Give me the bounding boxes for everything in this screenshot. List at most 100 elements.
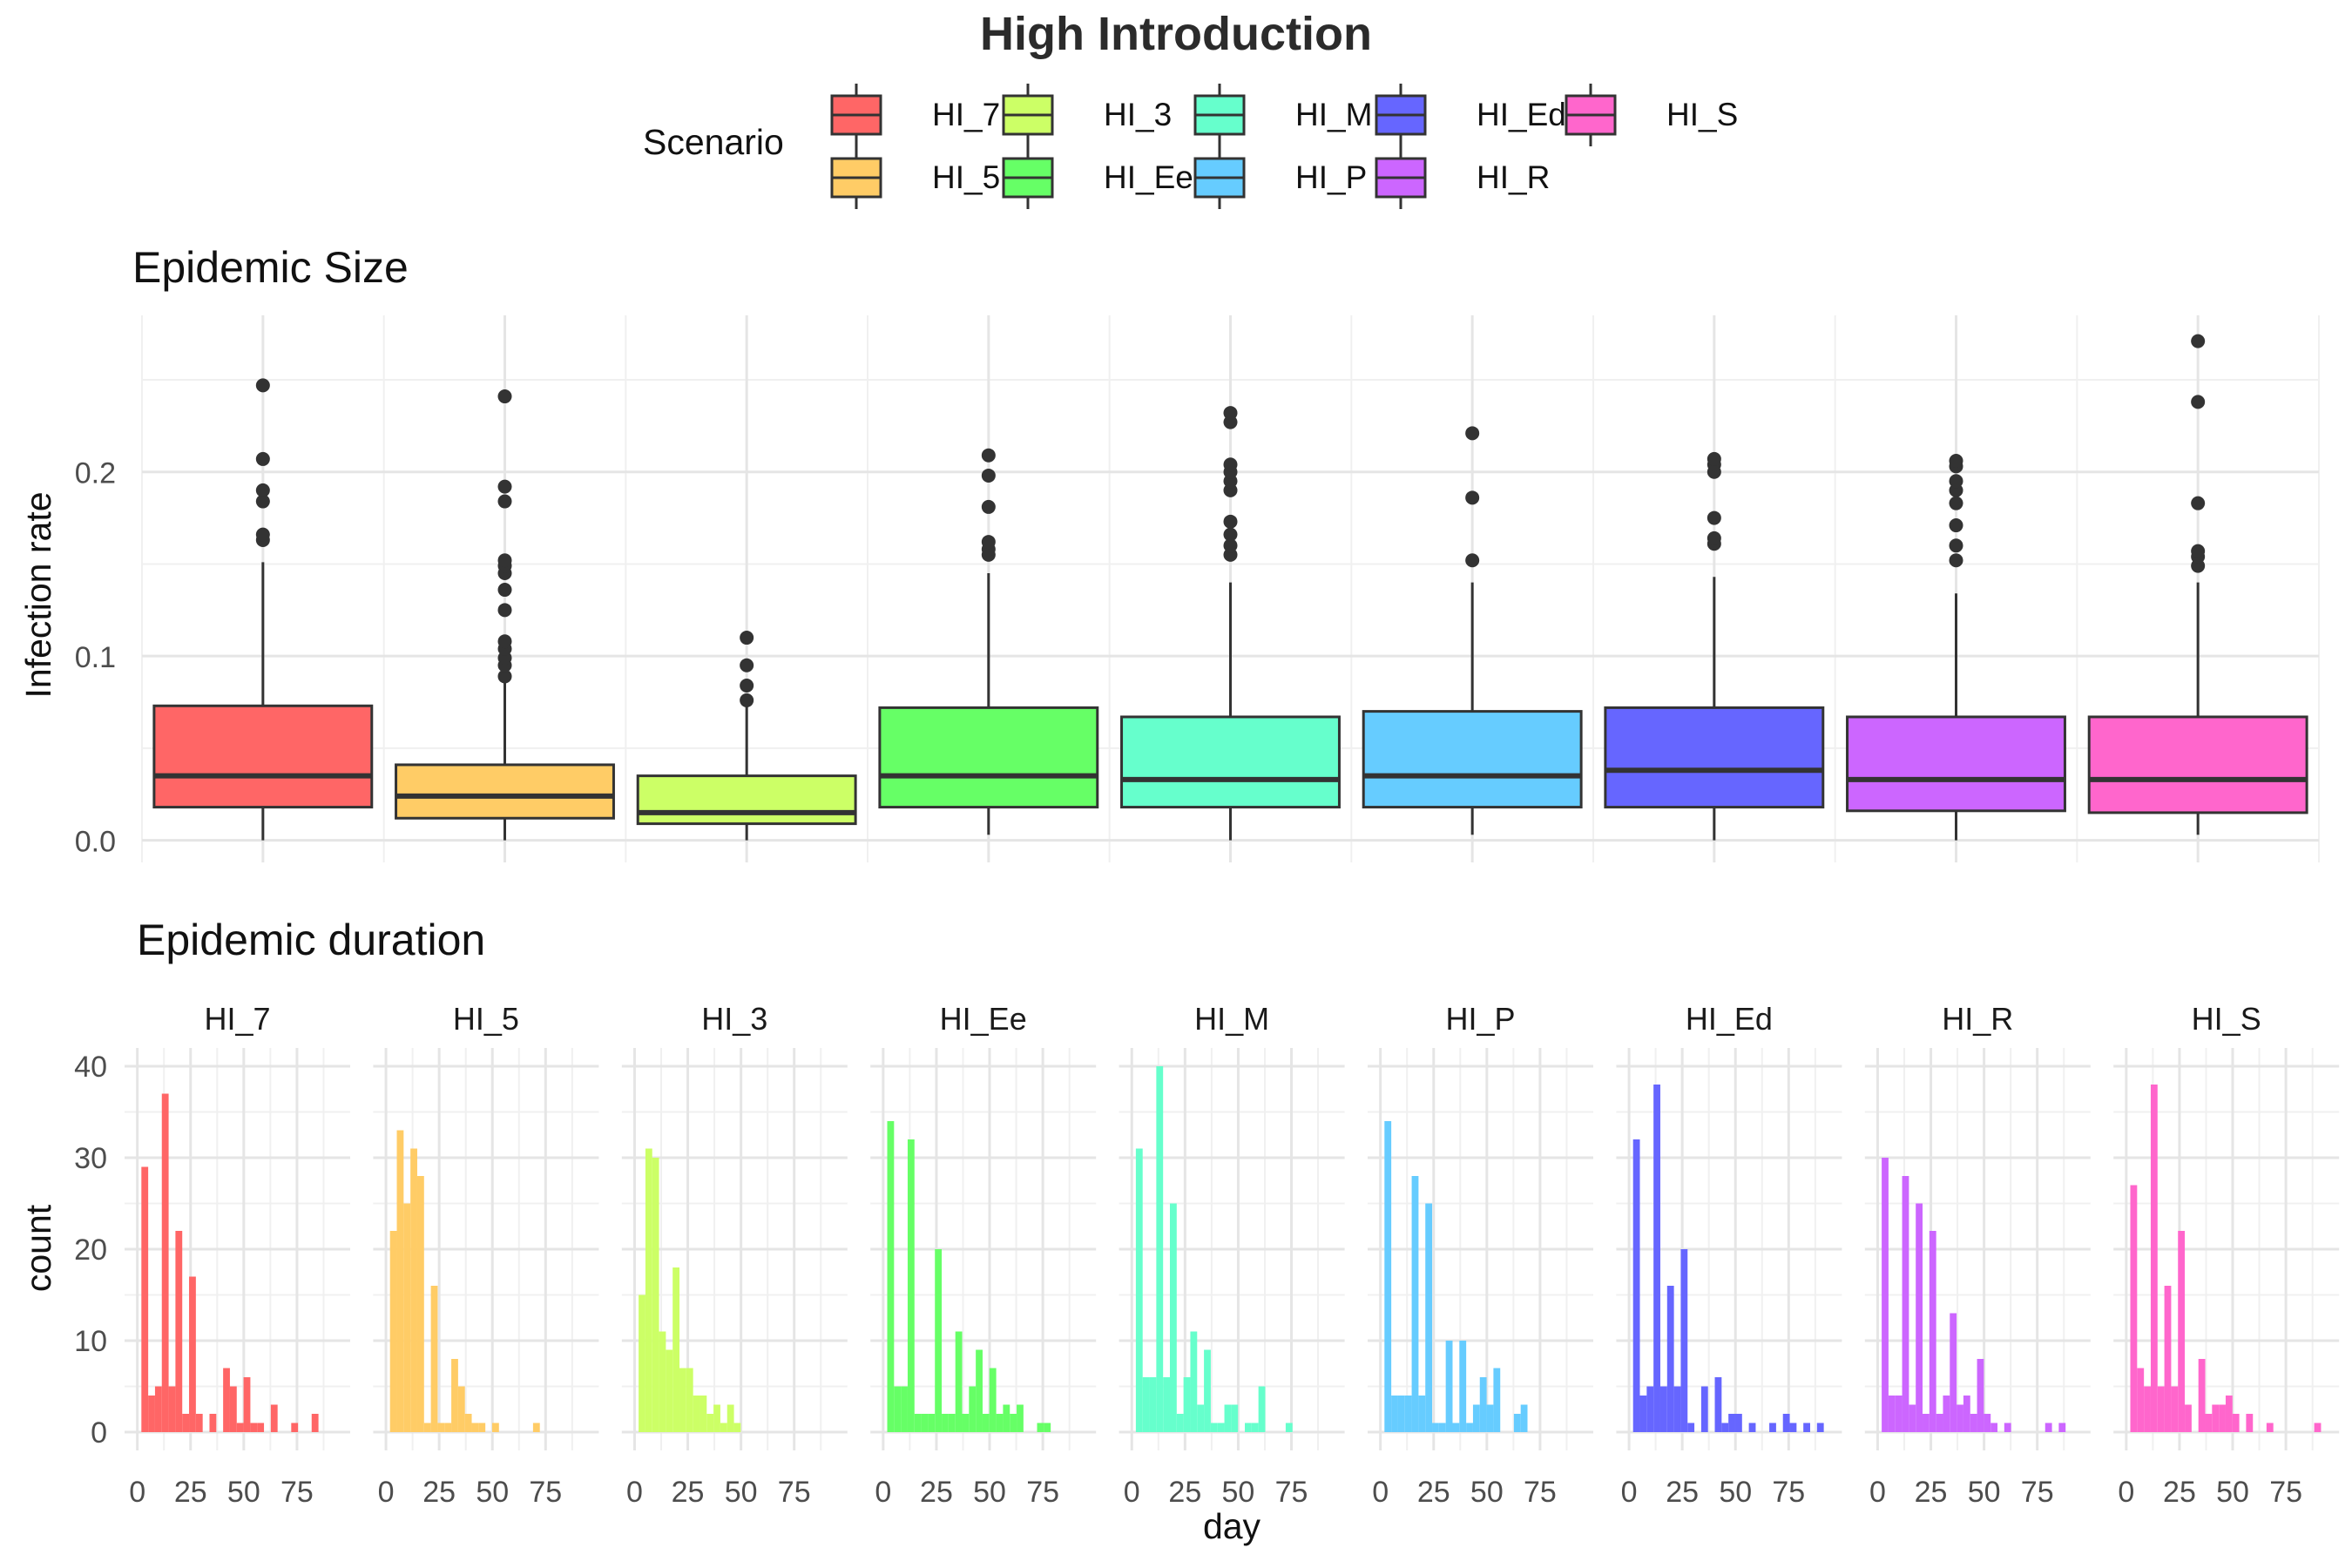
histogram-bar (1411, 1176, 1419, 1432)
histogram-bar (2058, 1423, 2066, 1432)
histogram-bar (1666, 1286, 1674, 1432)
legend-item-hi-3: HI_3 (999, 84, 1172, 146)
histogram-bar (962, 1414, 970, 1432)
histogram-bar (1418, 1396, 1426, 1432)
x-tick-label: 50 (1719, 1476, 1752, 1509)
histogram-bar (1452, 1423, 1460, 1432)
histogram-bar (1285, 1423, 1293, 1432)
histogram-bar (1204, 1349, 1211, 1432)
box-body (1362, 710, 1583, 809)
histogram-bar (1245, 1423, 1252, 1432)
histogram-bar (2157, 1386, 2165, 1432)
box-body (1846, 715, 2066, 813)
box-body (1604, 706, 1825, 809)
histogram-bar (733, 1423, 741, 1432)
legend-title: Scenario (643, 122, 784, 162)
legend-key-swatch (828, 84, 916, 146)
histogram-bar (1943, 1396, 1950, 1432)
box-hi-r (1846, 454, 2066, 841)
histogram-bar (1190, 1331, 1198, 1432)
histogram-bar (1231, 1404, 1239, 1432)
histogram-bar (1251, 1423, 1259, 1432)
outlier-point (1465, 553, 1480, 568)
outlier-point (2191, 544, 2206, 558)
outlier-point (1223, 406, 1238, 421)
x-tick-label: 50 (476, 1476, 509, 1509)
legend-key-swatch (1372, 84, 1461, 146)
x-tick-label: 25 (1666, 1476, 1699, 1509)
outlier-point (1707, 451, 1721, 466)
x-tick-label: 25 (174, 1476, 207, 1509)
y-tick-label: 30 (74, 1142, 107, 1175)
outlier-point (2191, 496, 2206, 510)
x-tick-label: 50 (227, 1476, 260, 1509)
x-tick-label: 25 (672, 1476, 705, 1509)
facet-strip-label: HI_Ed (1686, 1001, 1773, 1037)
histogram-bar (416, 1176, 424, 1432)
x-tick-label: 25 (422, 1476, 456, 1509)
histogram-bar (1217, 1423, 1225, 1432)
histogram-bar (2171, 1386, 2179, 1432)
histogram-bar (451, 1359, 458, 1432)
histogram-bar (700, 1396, 707, 1432)
box-hi-m (1120, 406, 1341, 841)
histogram-bar (1748, 1423, 1756, 1432)
histogram-bar (2314, 1423, 2322, 1432)
box-hi-5 (395, 389, 615, 841)
histogram-bar (1789, 1423, 1797, 1432)
x-tick-label: 0 (626, 1476, 643, 1509)
facet-hi-ee: HI_Ee 0 25 50 75 (870, 1001, 1097, 1509)
x-tick-label: 75 (1026, 1476, 1059, 1509)
histogram-bar (1769, 1423, 1776, 1432)
box-plot: 0.0 0.1 0.2 (75, 315, 2320, 862)
y-tick-label: 40 (74, 1051, 107, 1084)
histogram-bar (1397, 1396, 1405, 1432)
histogram-bar (645, 1148, 652, 1432)
legend-key-swatch (1191, 146, 1280, 209)
legend-label: HI_S (1666, 97, 1739, 132)
outlier-point (1223, 527, 1238, 542)
histogram-bar (2004, 1423, 2011, 1432)
outlier-point (1949, 518, 1963, 533)
histogram-bar (1404, 1396, 1412, 1432)
histogram-bar (1224, 1404, 1232, 1432)
outlier-point (981, 468, 996, 483)
histogram-bar (907, 1139, 915, 1432)
histogram-bar (659, 1331, 666, 1432)
box-body (152, 704, 374, 809)
outlier-point (1223, 457, 1238, 472)
legend-key-swatch (1372, 146, 1461, 209)
histogram-bar (1728, 1414, 1735, 1432)
histogram-bar (686, 1368, 693, 1432)
histogram-bar (955, 1331, 963, 1432)
facet-hi-s: HI_S 0 25 50 75 (2113, 1001, 2340, 1509)
histogram-bar (693, 1396, 700, 1432)
legend-item-hi-ee: HI_Ee (999, 146, 1193, 209)
legend-label: HI_M (1295, 97, 1373, 132)
histogram-bar (901, 1386, 908, 1432)
box-hi-7 (152, 378, 374, 841)
histogram-bar (223, 1368, 230, 1432)
box-body (636, 774, 857, 826)
histogram-bar (1044, 1423, 1051, 1432)
facet-hi-p: HI_P 0 25 50 75 (1368, 1001, 1593, 1509)
histogram-bar (727, 1404, 734, 1432)
outlier-point (2191, 334, 2206, 348)
histogram-bar (2266, 1423, 2274, 1432)
histogram-bar (1156, 1066, 1164, 1432)
histogram-bar (1990, 1423, 1998, 1432)
histogram-bar (1882, 1158, 1889, 1432)
x-tick-label: 75 (529, 1476, 562, 1509)
x-tick-label: 50 (1222, 1476, 1255, 1509)
histogram-bar (914, 1414, 922, 1432)
x-tick-label: 0 (1869, 1476, 1886, 1509)
duration-panel-title: Epidemic duration (137, 916, 486, 964)
histogram-bar (672, 1267, 680, 1432)
box-hi-ed (1604, 451, 1825, 841)
x-tick-label: 0 (1372, 1476, 1389, 1509)
outlier-point (1707, 510, 1721, 525)
outlier-point (981, 448, 996, 463)
histogram-bar (444, 1423, 452, 1432)
histogram-bar (471, 1423, 479, 1432)
